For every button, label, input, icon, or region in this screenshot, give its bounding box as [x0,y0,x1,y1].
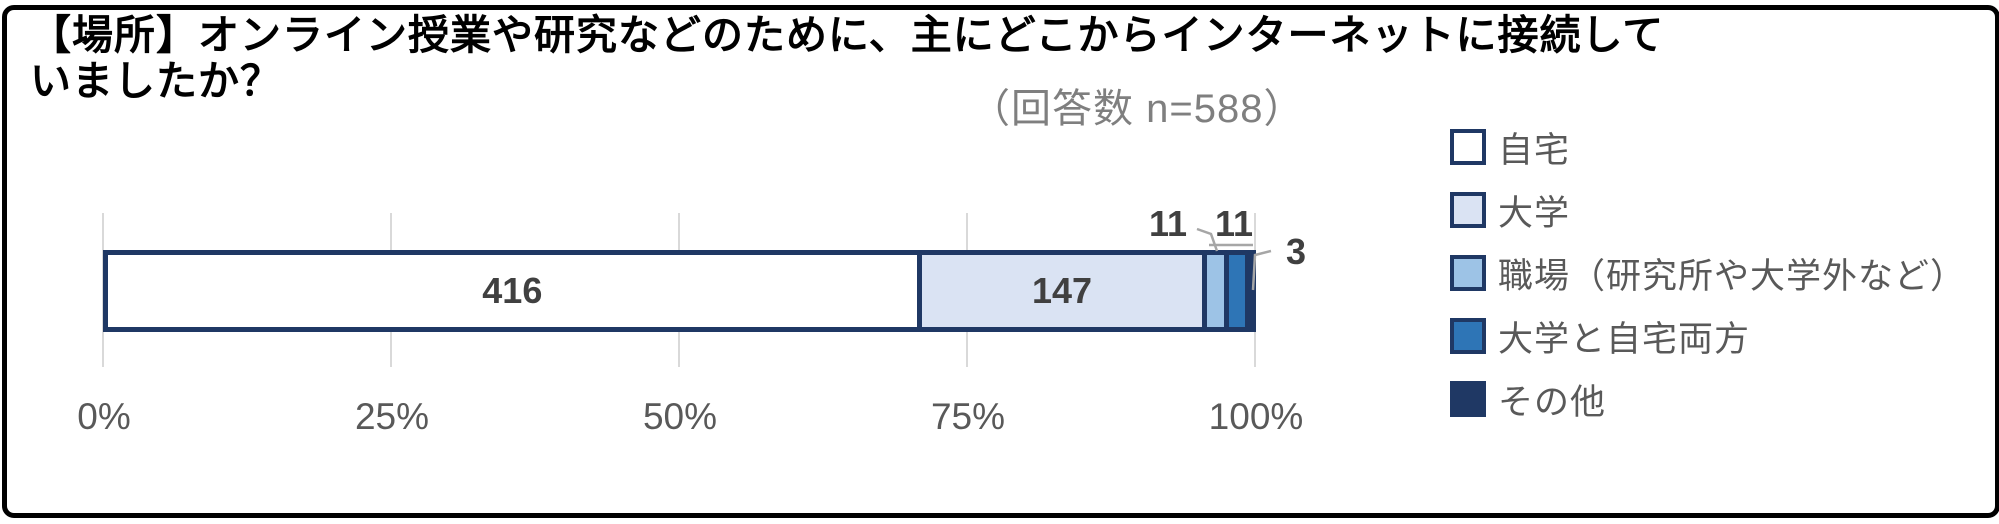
legend-label: 職場（研究所や大学外など） [1498,256,1967,296]
legend-label: 自宅 [1498,130,1571,170]
legend-item-daigaku-jitaku[interactable]: 大学と自宅両方 [1450,316,1966,359]
bar-segment-1[interactable]: 147 [916,255,1203,327]
legend-swatch [1450,129,1486,165]
legend-item-daigaku[interactable]: 大学 [1450,190,1966,233]
legend-label: 大学と自宅両方 [1498,319,1751,359]
data-label-sonota: 3 [1285,231,1307,272]
legend-label: 大学 [1498,193,1571,233]
bar-segment-4[interactable] [1245,255,1251,327]
legend-label: その他 [1498,382,1607,422]
legend-item-shokuba[interactable]: 職場（研究所や大学外など） [1450,253,1966,296]
x-tick-0: 0% [77,396,131,437]
bar-segment-3[interactable] [1223,255,1246,327]
legend-item-jitaku[interactable]: 自宅 [1450,127,1966,170]
legend-swatch [1450,318,1486,354]
data-label-daigaku-jitaku: 11 [1214,203,1254,244]
x-tick-25: 25% [354,396,430,437]
x-tick-75: 75% [930,396,1006,437]
legend: 自宅 大学 職場（研究所や大学外など） 大学と自宅両方 その他 [1450,127,1966,422]
segment-value-label: 147 [1031,270,1093,311]
response-count-note: （回答数 n=588） [970,87,1305,131]
bar-segment-2[interactable] [1202,255,1224,327]
stacked-bar: 416 147 [103,250,1256,332]
legend-item-sonota[interactable]: その他 [1450,379,1966,422]
legend-swatch [1450,192,1486,228]
legend-swatch [1450,255,1486,291]
segment-value-label: 416 [482,270,543,311]
chart-title: 【場所】オンライン授業や研究などのために、主にどこからインターネットに接続して … [30,12,1665,105]
data-label-shokuba: 11 [1148,203,1188,244]
x-tick-100: 100% [1208,396,1304,437]
bar-segment-0[interactable]: 416 [108,255,917,327]
legend-swatch [1450,381,1486,417]
x-tick-50: 50% [642,396,718,437]
